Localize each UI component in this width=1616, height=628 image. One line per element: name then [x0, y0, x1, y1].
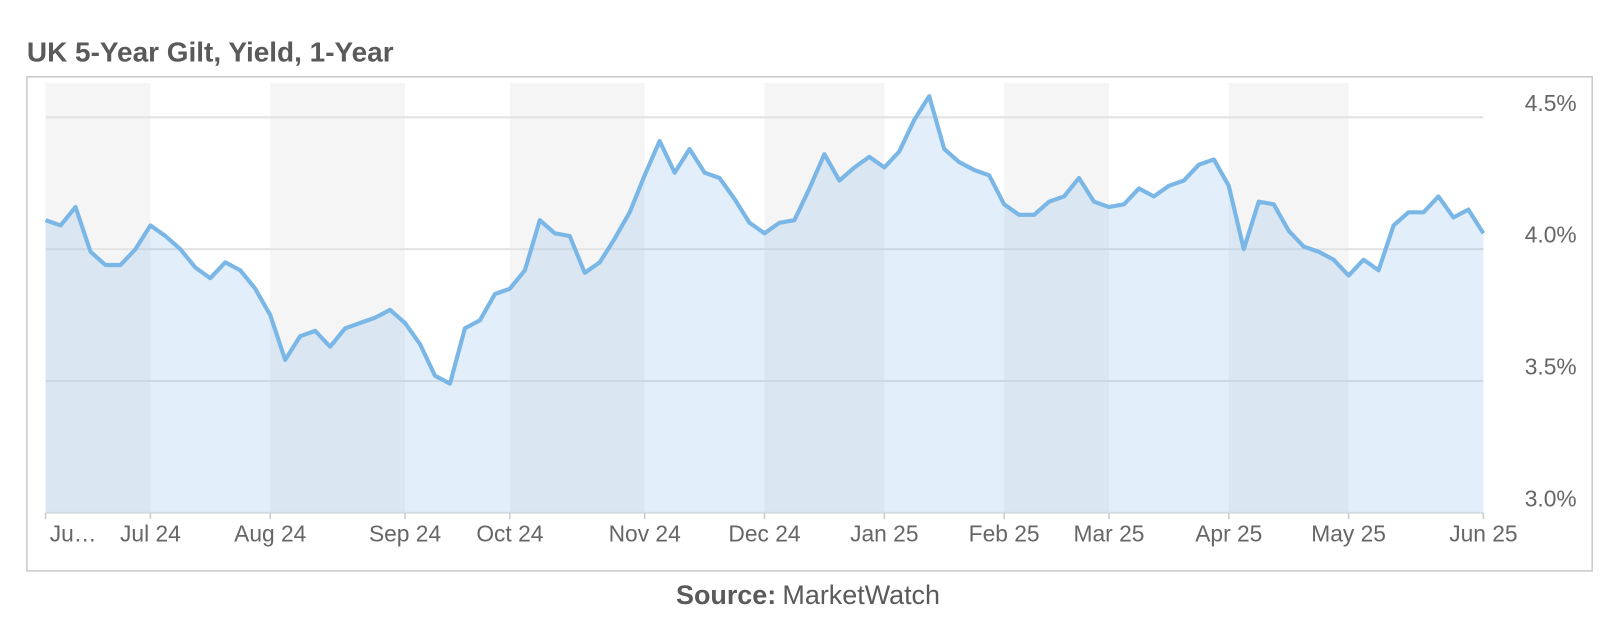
x-tick-label: Aug 24 [234, 521, 306, 547]
month-band [1004, 82, 1109, 513]
x-tick-label: Jan 25 [850, 521, 918, 547]
source: Source: MarketWatch [676, 580, 940, 610]
month-band [1228, 82, 1349, 513]
x-tick-label: May 25 [1311, 521, 1386, 547]
x-tick-label: Apr 25 [1195, 521, 1262, 547]
month-band [45, 82, 151, 513]
x-tick-label: Jul 24 [120, 521, 181, 547]
month-band [270, 82, 406, 513]
x-tick-label: Feb 25 [969, 521, 1040, 547]
x-tick-label: Nov 24 [609, 521, 681, 547]
x-tick-label: Dec 24 [728, 521, 800, 547]
y-tick-label: 4.5% [1525, 90, 1577, 116]
x-tick-label: Ju… [50, 521, 97, 547]
y-tick-label: 3.5% [1525, 354, 1577, 380]
y-tick-label: 4.0% [1525, 222, 1577, 248]
source-name: MarketWatch [782, 580, 940, 610]
area [45, 96, 1484, 513]
x-tick-label: Jun 25 [1449, 521, 1517, 547]
chart-title: UK 5-Year Gilt, Yield, 1-Year [27, 36, 394, 67]
y-tick-label: 3.0% [1525, 485, 1577, 511]
x-tick-label: Sep 24 [369, 521, 441, 547]
month-band [509, 82, 645, 513]
source-label: Source: [676, 580, 776, 610]
plot: 3.0% 3.5% 4.0% 4.5% Ju… Jul 24 Aug 24 Sep 24 Oct… [44, 82, 1577, 547]
x-tick-label: Mar 25 [1074, 521, 1145, 547]
line [44, 94, 1486, 386]
x-tick-label: Oct 24 [476, 521, 543, 547]
